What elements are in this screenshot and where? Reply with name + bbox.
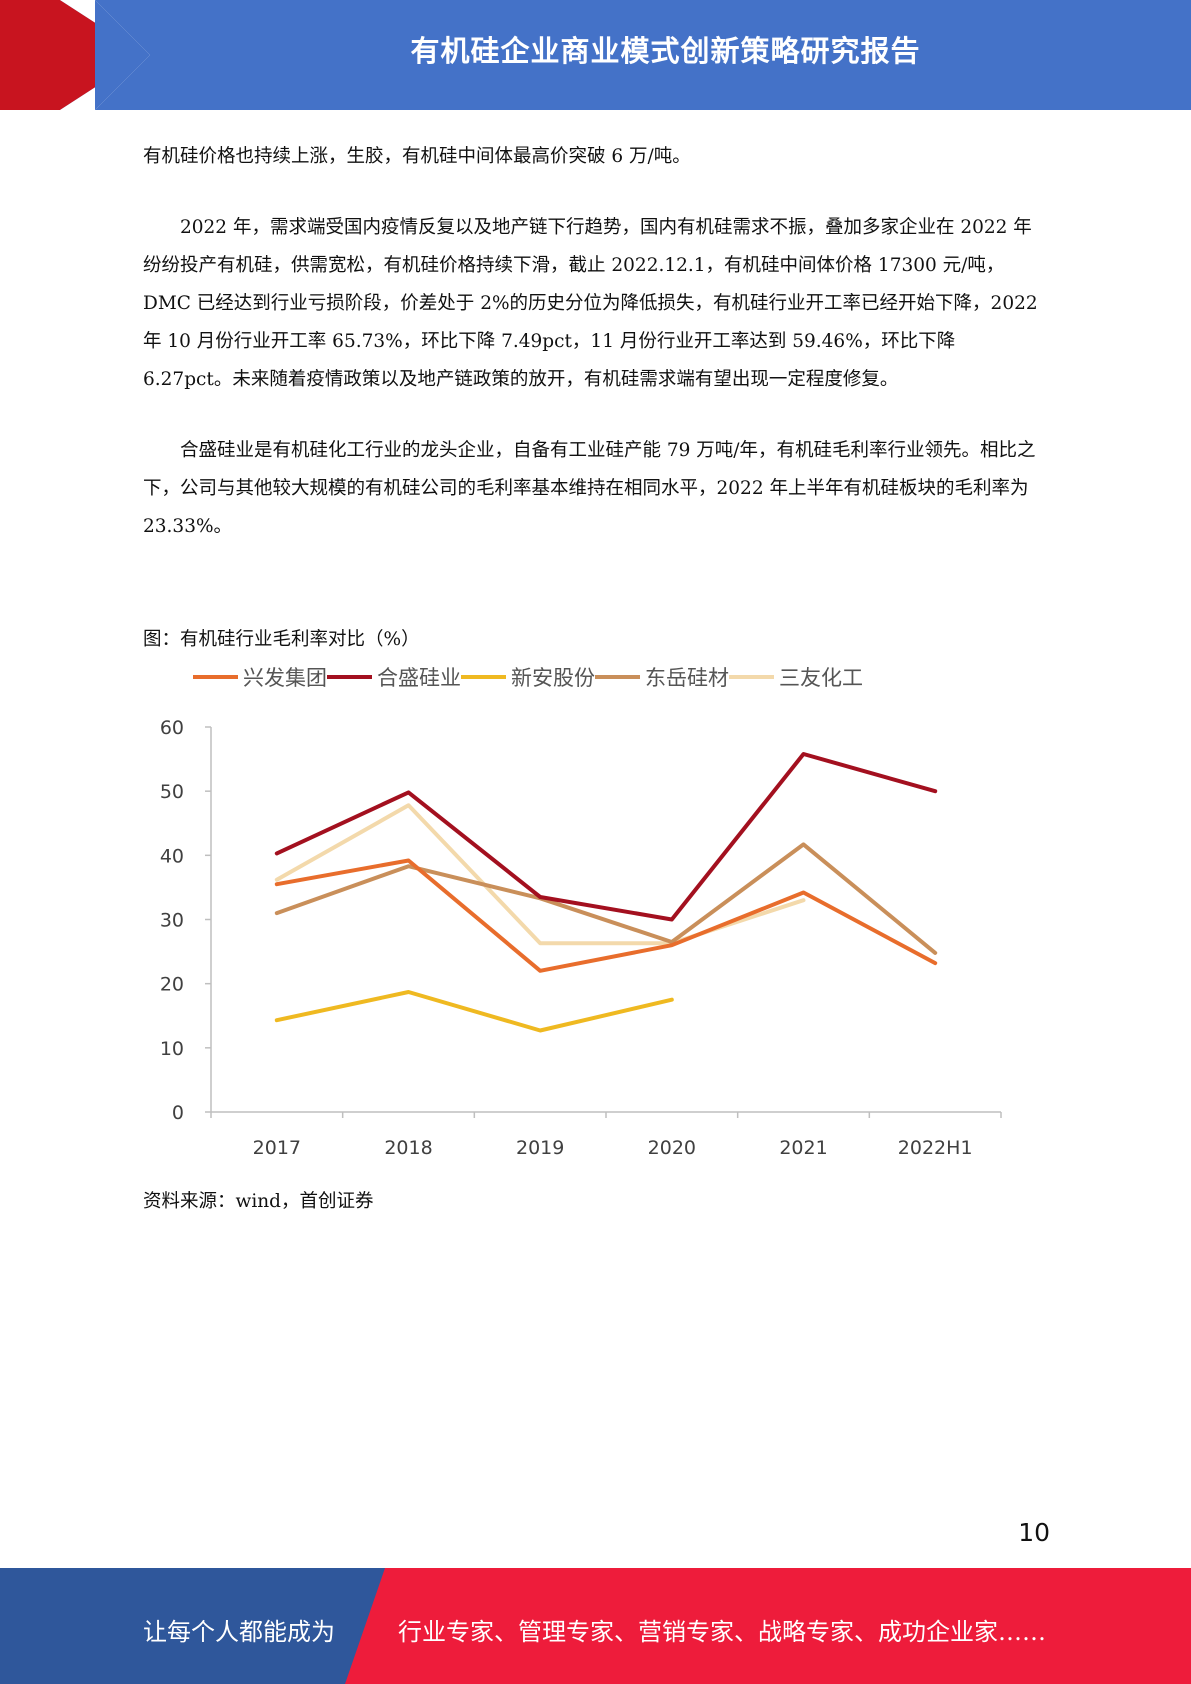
- page-footer: 让每个人都能成为 行业专家、管理专家、营销专家、战略专家、成功企业家……: [0, 1568, 1191, 1684]
- y-tick-label: 60: [160, 717, 184, 739]
- legend-label: 合盛硅业: [377, 666, 461, 690]
- y-tick-label: 20: [160, 974, 184, 996]
- body-text: 有机硅价格也持续上涨，生胶，有机硅中间体最高价突破 6 万/吨。 2022 年，…: [143, 138, 1048, 546]
- x-tick-label: 2018: [384, 1137, 432, 1159]
- x-tick-label: 2017: [253, 1137, 301, 1159]
- figure-source: 资料来源：wind，首创证券: [143, 1191, 374, 1212]
- y-tick-label: 50: [160, 781, 184, 803]
- gross-margin-chart: 兴发集团 合盛硅业 新安股份 东岳硅材 三友化工 0 10 20 30 40 50 60 2017 201…: [143, 655, 1023, 1175]
- legend-label: 新安股份: [511, 666, 595, 690]
- legend-label: 兴发集团: [243, 666, 327, 690]
- legend-label: 三友化工: [779, 666, 863, 690]
- page-number: 10: [1018, 1518, 1050, 1547]
- footer-slogan-right: 行业专家、管理专家、营销专家、战略专家、成功企业家……: [398, 1618, 1046, 1646]
- x-tick-label: 2019: [516, 1137, 564, 1159]
- x-tick-label: 2022H1: [898, 1137, 973, 1159]
- series-line: [274, 858, 938, 973]
- footer-background: [0, 1568, 1191, 1684]
- series-line: [274, 752, 938, 922]
- legend-label: 东岳硅材: [645, 666, 729, 690]
- x-tick-label: 2021: [779, 1137, 827, 1159]
- page-header: 有机硅企业商业模式创新策略研究报告: [0, 0, 1191, 110]
- chart-svg: 兴发集团 合盛硅业 新安股份 东岳硅材 三友化工 0 10 20 30 40 50 60 2017 201…: [160, 666, 1002, 1159]
- header-decoration: [0, 0, 150, 110]
- y-tick-label: 0: [172, 1102, 184, 1124]
- footer-slogan-left: 让每个人都能成为: [143, 1618, 335, 1646]
- x-tick-label: 2020: [648, 1137, 696, 1159]
- series-line: [274, 990, 674, 1033]
- y-tick-label: 40: [160, 845, 184, 867]
- y-tick-label: 30: [160, 910, 184, 932]
- figure-caption: 图：有机硅行业毛利率对比（%）: [143, 629, 420, 650]
- paragraph-2: 2022 年，需求端受国内疫情反复以及地产链下行趋势，国内有机硅需求不振，叠加多…: [143, 217, 1038, 390]
- header-title: 有机硅企业商业模式创新策略研究报告: [410, 34, 921, 68]
- series-line: [274, 842, 938, 955]
- paragraph-3: 合盛硅业是有机硅化工行业的龙头企业，自备有工业硅产能 79 万吨/年，有机硅毛利…: [143, 440, 1036, 537]
- y-tick-label: 10: [160, 1038, 184, 1060]
- paragraph-1: 有机硅价格也持续上涨，生胶，有机硅中间体最高价突破 6 万/吨。: [143, 146, 691, 167]
